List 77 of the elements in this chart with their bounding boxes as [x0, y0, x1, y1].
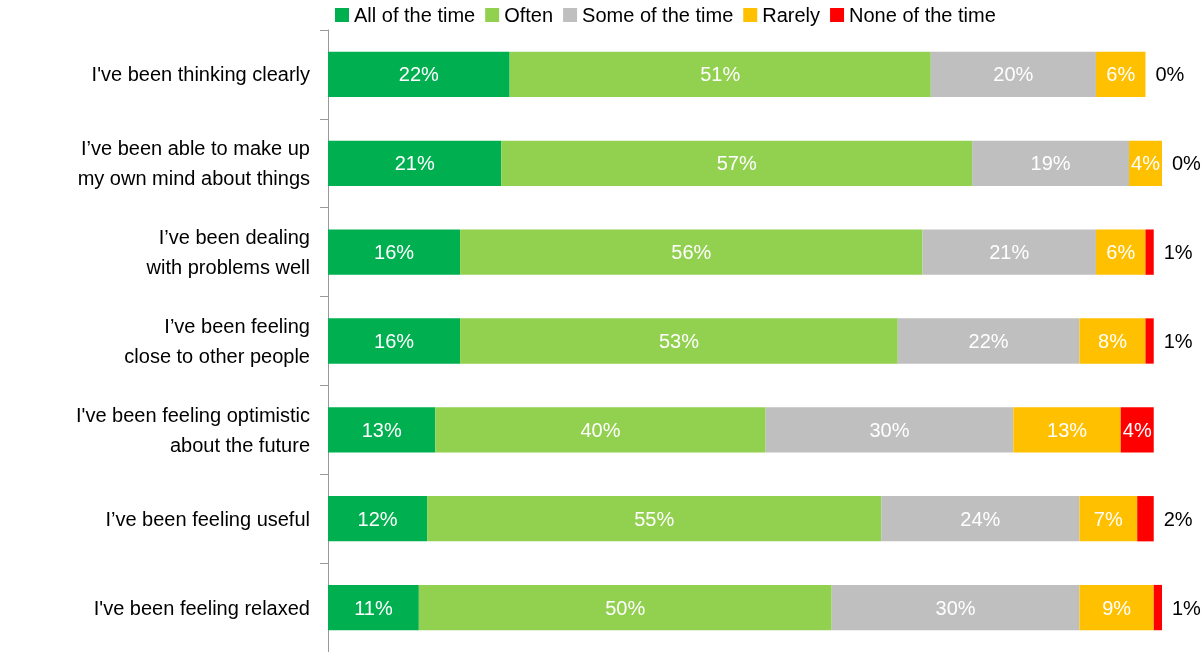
- data-label: 55%: [634, 507, 675, 530]
- data-label: 22%: [968, 330, 1009, 352]
- data-label: 7%: [1093, 507, 1123, 530]
- data-label: 51%: [700, 63, 741, 86]
- bar: [1095, 229, 1146, 275]
- data-label: 4%: [1131, 152, 1161, 175]
- bar: [435, 407, 766, 453]
- data-label: 6%: [1106, 63, 1136, 86]
- y-tick-label: I’ve been dealing with problems well: [145, 226, 310, 279]
- bar: [881, 496, 1080, 542]
- y-tick-label: I've been feeling optimistic about the future: [76, 403, 310, 456]
- data-label: 1%: [1172, 596, 1202, 619]
- y-tick-label: I’ve been feeling useful: [105, 507, 310, 530]
- data-label: 20%: [993, 63, 1034, 86]
- bar: [501, 140, 973, 186]
- bar: [328, 140, 502, 186]
- bar: [922, 229, 1096, 275]
- y-tick-label: I've been thinking clearly: [91, 63, 310, 86]
- bar: [972, 140, 1129, 186]
- bar: [831, 584, 1080, 631]
- bar: [1079, 584, 1154, 631]
- data-label: 11%: [354, 596, 393, 619]
- bar: [328, 496, 428, 542]
- data-label: 30%: [935, 596, 976, 619]
- data-label: 16%: [374, 330, 415, 352]
- data-label: 2%: [1163, 507, 1193, 530]
- bar: [765, 407, 1014, 453]
- y-tick-label: I’ve been able to make up my own mind about things: [77, 137, 310, 190]
- data-label: 40%: [580, 418, 621, 441]
- bar: [418, 584, 832, 631]
- data-label: 16%: [374, 241, 415, 264]
- data-label: 0%: [1172, 152, 1202, 175]
- data-label: 57%: [716, 152, 757, 175]
- bar: [1079, 318, 1146, 364]
- bar: [1145, 318, 1154, 364]
- data-label: 9%: [1102, 596, 1132, 619]
- bar: [427, 496, 882, 542]
- data-label: 56%: [671, 241, 712, 264]
- data-label: 24%: [960, 507, 1001, 530]
- data-label: 21%: [394, 152, 435, 175]
- data-label: 30%: [869, 418, 910, 441]
- legend-label: Some of the time: [582, 4, 734, 26]
- data-label: 13%: [361, 418, 402, 441]
- bar: [1145, 229, 1154, 275]
- data-label: 6%: [1106, 241, 1136, 264]
- bar: [930, 51, 1096, 98]
- bar: [1079, 496, 1138, 542]
- data-label: 13%: [1047, 418, 1088, 441]
- data-label: 1%: [1163, 241, 1193, 264]
- bar: [328, 318, 461, 364]
- legend-label: None of the time: [849, 4, 996, 26]
- data-label: 53%: [658, 330, 700, 352]
- bar: [328, 584, 419, 631]
- data-label: 4%: [1122, 418, 1152, 441]
- data-label: 19%: [1030, 152, 1071, 175]
- data-label: 12%: [357, 507, 398, 530]
- bar: [328, 229, 461, 275]
- bar: [460, 229, 923, 275]
- bar: [328, 51, 510, 98]
- bar: [460, 318, 898, 364]
- bar: [1137, 496, 1154, 542]
- data-label: 21%: [989, 241, 1030, 264]
- y-tick-label: I've been feeling relaxed: [93, 596, 310, 619]
- legend-label: Often: [504, 4, 554, 26]
- data-label: 0%: [1155, 63, 1185, 86]
- legend-label: All of the time: [354, 4, 476, 26]
- data-label: 22%: [398, 63, 440, 86]
- bar: [1153, 584, 1162, 631]
- data-label: 8%: [1098, 330, 1128, 352]
- data-label: 50%: [605, 596, 646, 619]
- y-tick-label: I’ve been feeling close to other people: [124, 315, 310, 367]
- bar: [509, 51, 931, 98]
- bar: [897, 318, 1080, 364]
- legend-label: Rarely: [762, 4, 821, 26]
- bar: [1013, 407, 1121, 453]
- data-label: 1%: [1163, 330, 1193, 352]
- bar: [328, 407, 436, 453]
